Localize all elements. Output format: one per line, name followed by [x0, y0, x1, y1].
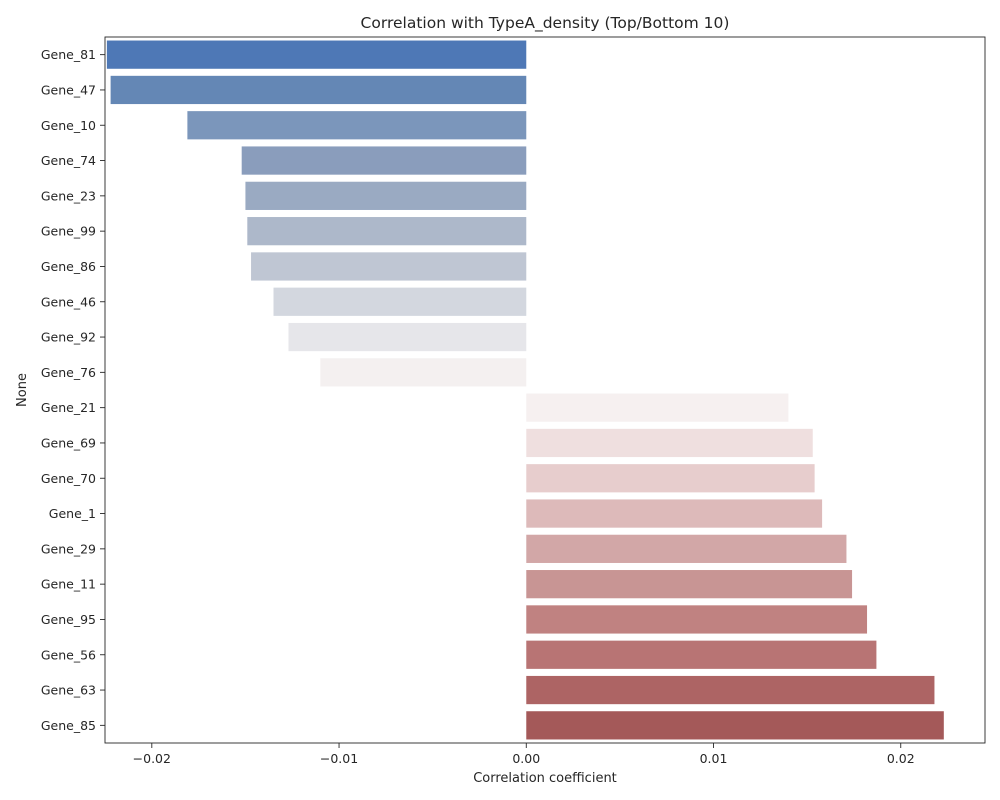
x-tick-label: −0.02: [133, 751, 171, 766]
y-tick-label: Gene_76: [41, 365, 96, 380]
y-tick-label: Gene_21: [41, 400, 96, 415]
bar-gene-81: [106, 40, 527, 69]
bar-gene-70: [526, 464, 815, 493]
bar-gene-99: [247, 217, 527, 246]
bar-gene-76: [320, 358, 527, 387]
bar-gene-74: [241, 146, 527, 175]
bar-gene-69: [526, 428, 813, 458]
y-tick-label: Gene_99: [41, 224, 96, 239]
y-tick-label: Gene_95: [41, 612, 96, 627]
bar-gene-1: [526, 499, 823, 528]
x-tick-label: 0.02: [887, 751, 915, 766]
x-tick-label: 0.00: [512, 751, 540, 766]
bars-group: [106, 40, 944, 740]
y-tick-label: Gene_56: [41, 647, 96, 662]
y-tick-label: Gene_1: [49, 506, 96, 521]
x-tick-label: −0.01: [320, 751, 358, 766]
bar-gene-21: [526, 393, 789, 422]
y-tick-label: Gene_46: [41, 294, 96, 309]
bar-gene-63: [526, 675, 935, 705]
y-tick-labels: Gene_81 Gene_47 Gene_10 Gene_74 Gene_23 Gene_…: [41, 47, 105, 733]
bar-gene-92: [288, 322, 527, 352]
y-tick-label: Gene_11: [41, 577, 96, 592]
bar-gene-46: [273, 287, 527, 316]
y-tick-label: Gene_81: [41, 47, 96, 62]
x-ticks: −0.02 −0.01 0.00 0.01 0.02: [133, 743, 915, 766]
bar-gene-47: [110, 75, 527, 105]
y-tick-label: Gene_29: [41, 541, 96, 556]
y-tick-label: Gene_47: [41, 82, 96, 97]
bar-gene-10: [187, 111, 527, 140]
bar-gene-23: [245, 181, 527, 210]
y-tick-label: Gene_86: [41, 259, 96, 274]
y-tick-label: Gene_63: [41, 683, 96, 698]
bar-gene-29: [526, 534, 847, 563]
bar-gene-95: [526, 605, 868, 634]
bar-gene-86: [251, 252, 527, 281]
y-tick-label: Gene_10: [41, 118, 96, 133]
bar-gene-11: [526, 570, 853, 599]
y-tick-label: Gene_85: [41, 718, 96, 733]
plot-frame: [104, 36, 986, 744]
x-axis-label: Correlation coefficient: [473, 771, 617, 786]
bar-gene-56: [526, 640, 877, 669]
x-tick-label: 0.01: [700, 751, 728, 766]
y-tick-label: Gene_23: [41, 188, 96, 203]
y-tick-label: Gene_69: [41, 435, 96, 450]
y-tick-label: Gene_74: [41, 153, 96, 168]
y-axis-label: None: [15, 373, 30, 407]
y-tick-label: Gene_70: [41, 471, 96, 486]
y-tick-label: Gene_92: [41, 330, 96, 345]
chart-title: Correlation with TypeA_density (Top/Bott…: [361, 14, 730, 33]
bar-gene-85: [526, 711, 944, 740]
